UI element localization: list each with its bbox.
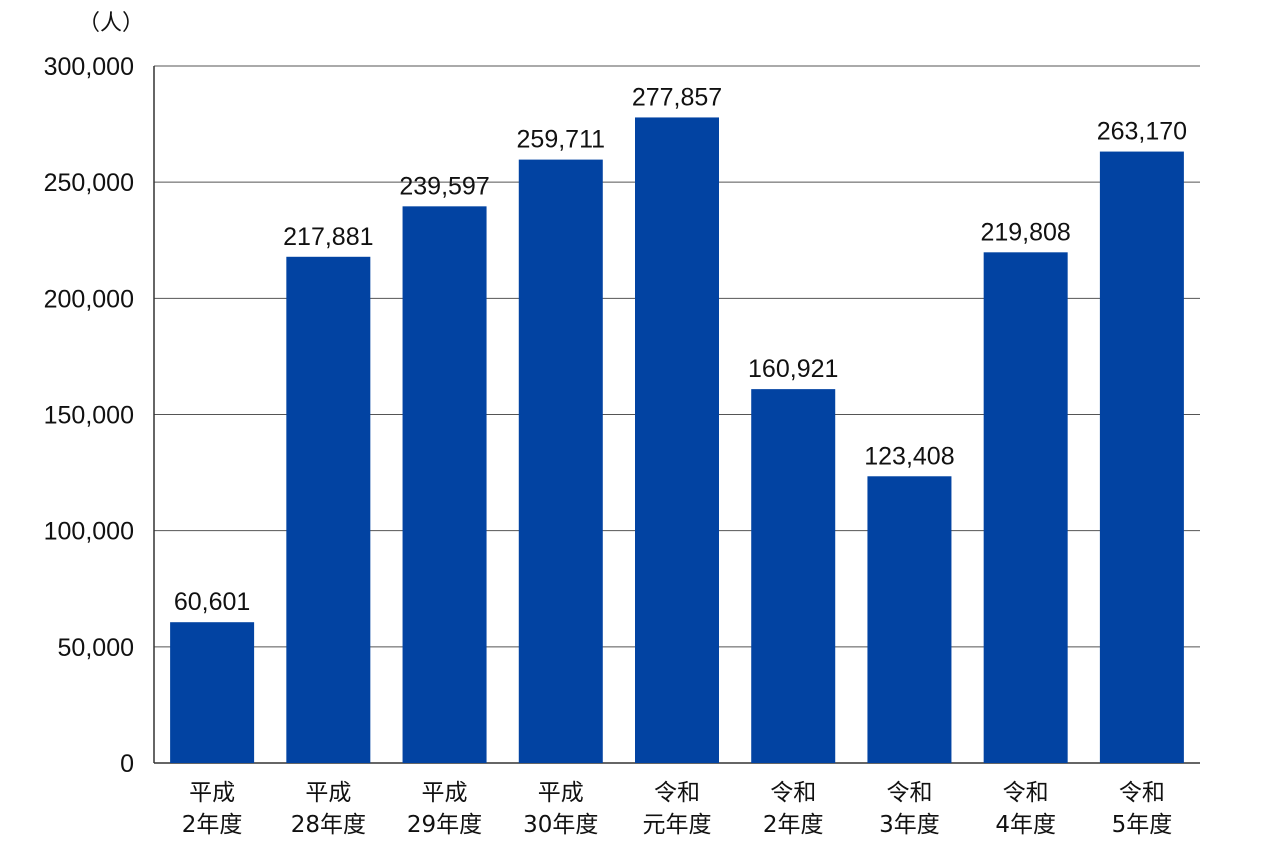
bar-value-label: 239,597 xyxy=(399,172,489,200)
y-tick-label: 250,000 xyxy=(44,169,134,197)
x-category-label: 元年度 xyxy=(643,812,712,838)
x-category-label: 令和 xyxy=(770,780,816,806)
bar xyxy=(402,206,487,763)
x-category-label: 2年度 xyxy=(182,812,243,838)
x-category-label: 令和 xyxy=(654,780,700,806)
bar-value-label: 217,881 xyxy=(283,223,373,251)
x-category-label: 令和 xyxy=(886,780,932,806)
bar xyxy=(867,476,952,763)
bar-value-label: 263,170 xyxy=(1097,118,1187,146)
x-category-label: 2年度 xyxy=(763,812,824,838)
x-category-label: 4年度 xyxy=(995,812,1056,838)
bar-value-label: 60,601 xyxy=(174,588,250,616)
bar xyxy=(170,622,255,763)
bar xyxy=(1099,151,1184,763)
y-tick-label: 50,000 xyxy=(58,634,134,662)
x-category-label: 平成 xyxy=(189,780,235,806)
bars xyxy=(170,117,1184,764)
bar xyxy=(286,256,371,763)
y-tick-label: 150,000 xyxy=(44,402,134,430)
bar-value-label: 123,408 xyxy=(864,442,954,470)
y-tick-label: 200,000 xyxy=(44,285,134,313)
x-category-label: 29年度 xyxy=(407,812,482,838)
y-axis-ticks: 0 50,000 100,000 150,000 200,000 250,000 300,0… xyxy=(44,53,134,778)
bar-value-label: 259,711 xyxy=(517,126,606,154)
y-tick-label: 100,000 xyxy=(44,518,134,546)
bar xyxy=(635,117,719,764)
bar xyxy=(751,389,836,763)
value-labels: 60,601 217,881 239,597 259,711 277,857 160,92… xyxy=(174,83,1187,616)
y-tick-label: 0 xyxy=(120,750,134,778)
x-category-label: 令和 xyxy=(1003,780,1049,806)
bar-value-label: 219,808 xyxy=(980,218,1070,246)
x-category-label: 28年度 xyxy=(291,812,366,838)
x-category-label: 5年度 xyxy=(1112,812,1173,838)
bar xyxy=(983,252,1068,763)
x-category-label: 平成 xyxy=(305,780,351,806)
bar-value-label: 277,857 xyxy=(632,83,722,111)
bar xyxy=(518,159,603,763)
bar-value-label: 160,921 xyxy=(748,355,838,383)
x-category-label: 30年度 xyxy=(523,812,598,838)
x-category-label: 令和 xyxy=(1119,780,1165,806)
x-category-label: 平成 xyxy=(422,780,468,806)
x-category-label: 3年度 xyxy=(879,812,940,838)
x-category-label: 平成 xyxy=(538,780,584,806)
y-tick-label: 300,000 xyxy=(44,53,134,81)
y-axis-unit-label: （人） xyxy=(78,11,144,36)
